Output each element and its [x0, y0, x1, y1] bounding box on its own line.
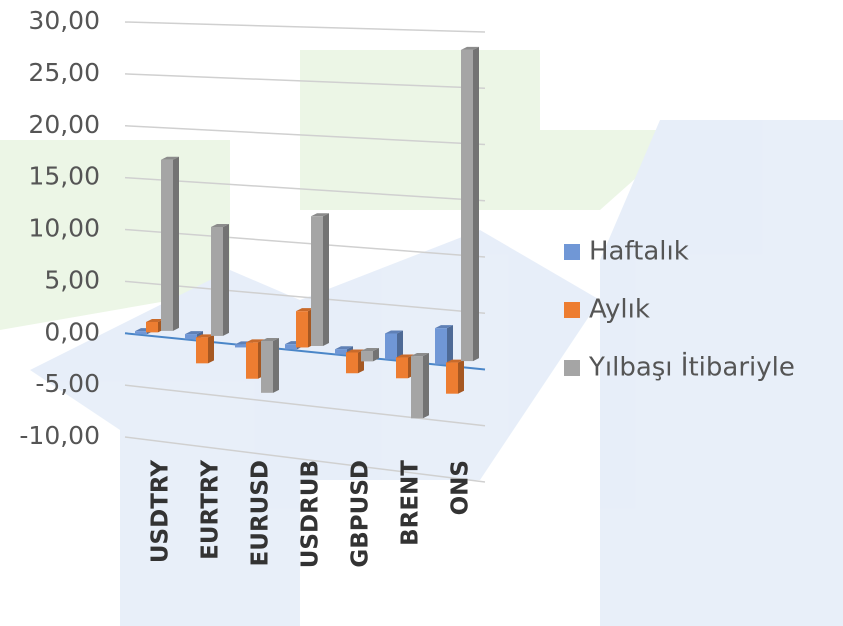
y-tick-label: 0,00 — [44, 317, 100, 346]
bar — [385, 333, 397, 360]
bar-top — [461, 46, 479, 50]
bar — [246, 342, 258, 379]
bar-top — [185, 331, 203, 335]
x-tick-label: ONS — [448, 460, 474, 515]
bar-top — [246, 339, 264, 343]
bar-side — [397, 330, 403, 360]
bar-top — [385, 330, 403, 334]
x-tick-label: BRENT — [398, 460, 424, 546]
bar-top — [446, 359, 464, 363]
x-tick-label: USDRUB — [298, 460, 324, 568]
bar-side — [273, 337, 279, 393]
bar — [135, 331, 147, 335]
bar-side — [458, 359, 464, 394]
y-tick-label: 10,00 — [28, 214, 100, 243]
bar — [196, 337, 208, 364]
grid-line — [124, 436, 486, 483]
bar-top — [261, 337, 279, 341]
bar-top — [146, 318, 164, 322]
bar-side — [223, 223, 229, 336]
bar — [161, 159, 173, 331]
y-tick-label: -5,00 — [35, 369, 100, 398]
legend-label: Haftalık — [589, 237, 689, 267]
bar-side — [323, 213, 329, 346]
bar-side — [173, 156, 179, 331]
bar — [396, 357, 408, 379]
x-tick-label: EURTRY — [198, 460, 224, 560]
bar-top — [396, 354, 414, 358]
y-tick-label: 30,00 — [28, 6, 100, 35]
bar-top — [196, 334, 214, 338]
grid-line — [124, 125, 486, 146]
bar — [461, 49, 473, 362]
plot-area: -10,00 -5,00 0,00 5,00 10,00 15,00 20,00 25,00 3… — [19, 6, 794, 568]
bar — [335, 349, 347, 355]
grid-line — [124, 228, 486, 258]
bar — [235, 344, 247, 348]
bar — [146, 321, 158, 333]
bar-side — [208, 334, 214, 364]
bar — [411, 356, 423, 419]
bar-side — [373, 348, 379, 362]
bar — [285, 344, 297, 350]
x-tick-label: USDTRY — [148, 460, 174, 563]
bar-side — [473, 46, 479, 362]
bar — [446, 362, 458, 394]
bar-top — [346, 349, 364, 353]
bar — [261, 340, 273, 393]
bar — [435, 328, 447, 365]
bar-top — [411, 353, 429, 357]
grid-line — [124, 176, 486, 202]
grid-line — [124, 21, 486, 33]
bar-side — [423, 353, 429, 419]
y-tick-label: -10,00 — [19, 421, 100, 450]
bar — [185, 334, 197, 340]
x-tick-label: EURUSD — [248, 460, 274, 566]
y-tick-label: 25,00 — [28, 58, 100, 87]
bar-top — [161, 156, 179, 160]
bar-top — [335, 346, 353, 350]
x-tick-label: GBPUSD — [348, 460, 374, 568]
grid-line — [124, 384, 486, 427]
bar-top — [361, 348, 379, 352]
legend-swatch — [564, 360, 580, 376]
bar — [311, 216, 323, 346]
y-tick-label: 15,00 — [28, 162, 100, 191]
bar — [361, 351, 373, 362]
legend-label: Yılbaşı İtibariyle — [588, 351, 795, 383]
legend-swatch — [564, 302, 580, 318]
bar — [346, 352, 358, 374]
bar-side — [447, 325, 453, 365]
legend-swatch — [564, 244, 580, 260]
grid-line — [124, 280, 486, 314]
legend-label: Aylık — [589, 295, 650, 325]
grid-line — [124, 73, 486, 89]
bar — [211, 226, 223, 336]
y-tick-label: 5,00 — [44, 265, 100, 294]
bar-top — [435, 325, 453, 329]
bar — [296, 311, 308, 348]
bar-top — [311, 213, 329, 217]
bar-top — [211, 223, 229, 227]
y-tick-label: 20,00 — [28, 110, 100, 139]
bar-top — [296, 308, 314, 312]
